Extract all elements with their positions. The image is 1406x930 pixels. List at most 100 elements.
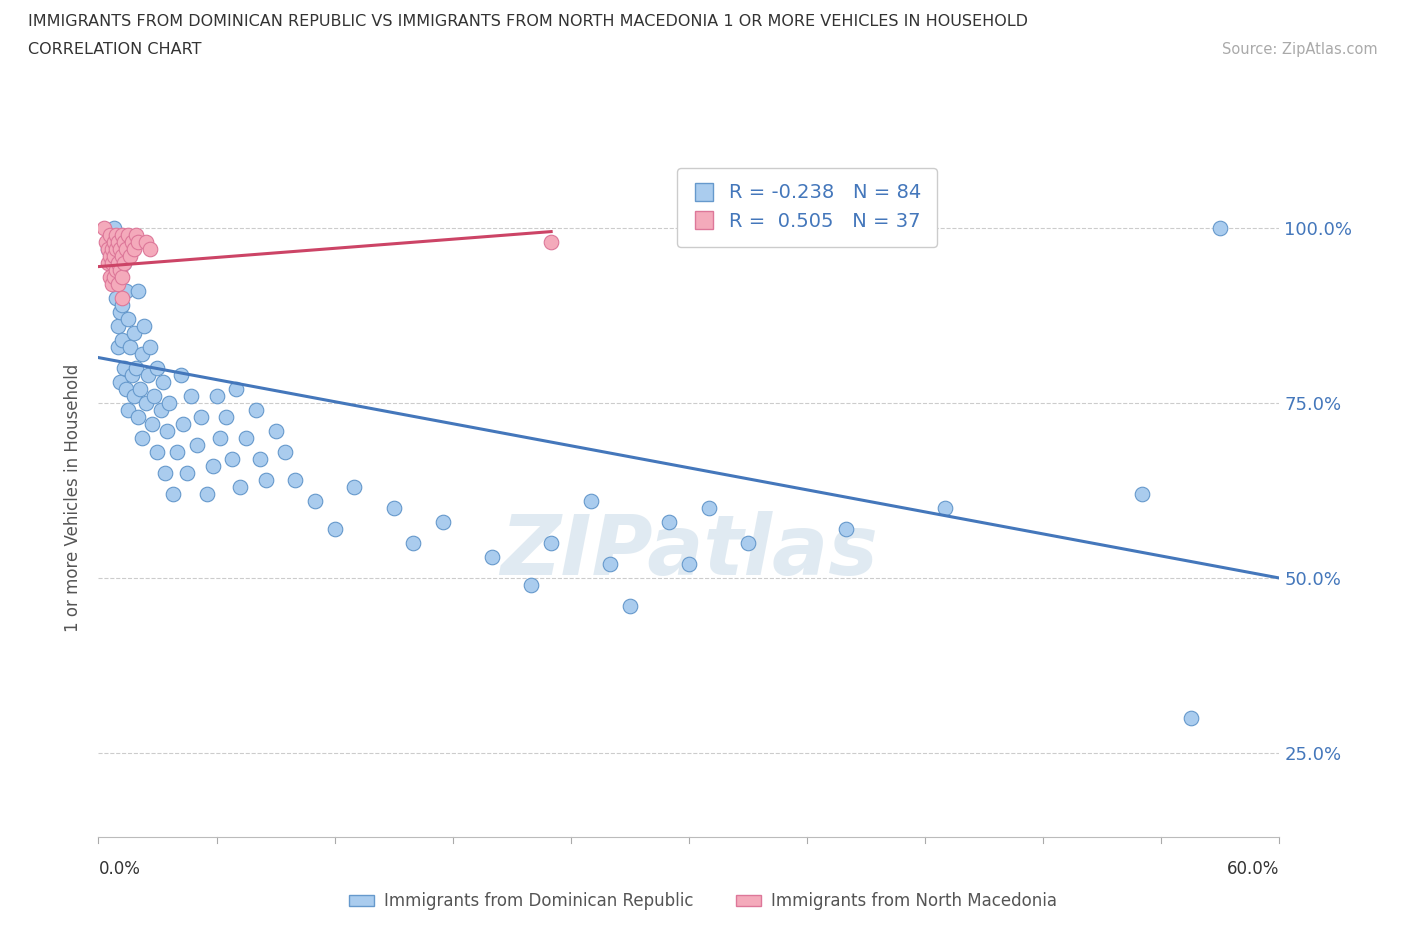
Point (122, 389, 145, 404)
Point (264, 424, 287, 439)
Point (115, 284, 138, 299)
Text: 0.0%: 0.0% (98, 860, 141, 878)
Legend: R = -0.238   N = 84, R =  0.505   N = 37: R = -0.238 N = 84, R = 0.505 N = 37 (676, 167, 938, 246)
Point (678, 556, 700, 571)
Point (105, 228, 128, 243)
Point (112, 234, 135, 249)
Point (107, 234, 129, 249)
Point (97, 242, 120, 257)
Point (284, 472, 307, 487)
Point (107, 339, 129, 354)
Point (150, 403, 173, 418)
Point (103, 220, 125, 235)
Point (190, 409, 212, 424)
Point (117, 228, 139, 243)
Point (162, 486, 184, 501)
Point (142, 389, 165, 404)
Point (101, 276, 124, 291)
Point (115, 381, 138, 396)
Point (540, 536, 562, 551)
Point (432, 514, 454, 529)
Text: CORRELATION CHART: CORRELATION CHART (28, 42, 201, 57)
Point (103, 248, 125, 263)
Point (737, 536, 759, 551)
Point (155, 466, 177, 481)
Point (186, 438, 208, 453)
Point (658, 514, 681, 529)
Text: IMMIGRANTS FROM DOMINICAN REPUBLIC VS IMMIGRANTS FROM NORTH MACEDONIA 1 OR MORE : IMMIGRANTS FROM DOMINICAN REPUBLIC VS IM… (28, 14, 1028, 29)
Point (125, 228, 148, 243)
Point (170, 367, 193, 382)
Point (112, 256, 135, 271)
Point (108, 262, 131, 277)
Point (98, 270, 121, 285)
Point (108, 270, 131, 285)
Text: 60.0%: 60.0% (1227, 860, 1279, 878)
Point (93, 220, 115, 235)
Point (135, 395, 157, 410)
Point (382, 500, 405, 515)
Point (108, 305, 131, 320)
Point (122, 242, 145, 257)
Point (1180, 711, 1202, 725)
Point (118, 248, 141, 263)
Point (697, 500, 720, 515)
Point (215, 409, 238, 424)
Point (304, 494, 326, 509)
Point (201, 458, 224, 473)
Point (118, 339, 141, 354)
Point (127, 409, 149, 424)
Point (111, 333, 134, 348)
Point (136, 367, 159, 382)
Point (97, 242, 120, 257)
Point (229, 480, 252, 495)
Point (132, 319, 155, 334)
Point (146, 361, 169, 376)
Point (98, 228, 121, 243)
Point (481, 550, 503, 565)
Point (1130, 486, 1153, 501)
Point (105, 262, 128, 277)
Point (323, 522, 346, 537)
Point (835, 522, 858, 537)
Point (112, 256, 135, 271)
Point (127, 284, 149, 299)
Point (107, 248, 129, 263)
Point (343, 480, 366, 495)
Point (108, 242, 131, 257)
Point (115, 242, 138, 257)
Point (111, 270, 134, 285)
Point (105, 291, 128, 306)
Text: Source: ZipAtlas.com: Source: ZipAtlas.com (1222, 42, 1378, 57)
Point (138, 339, 160, 354)
Point (135, 234, 157, 249)
Point (117, 312, 139, 326)
Point (176, 466, 198, 481)
Point (131, 347, 153, 362)
Point (172, 417, 194, 432)
Point (274, 445, 297, 459)
Point (131, 431, 153, 445)
Point (249, 452, 271, 467)
Point (180, 389, 202, 404)
Point (103, 234, 125, 249)
Point (111, 228, 134, 243)
Point (235, 431, 257, 445)
Point (96, 234, 118, 249)
Point (117, 403, 139, 418)
Point (101, 270, 124, 285)
Point (112, 361, 135, 376)
Point (1209, 220, 1232, 235)
Point (209, 431, 232, 445)
Point (221, 452, 243, 467)
Point (107, 319, 129, 334)
Point (157, 395, 180, 410)
Point (141, 417, 163, 432)
Point (128, 381, 150, 396)
Point (156, 424, 179, 439)
Point (111, 298, 134, 312)
Point (111, 248, 134, 263)
Y-axis label: 1 or more Vehicles in Household: 1 or more Vehicles in Household (65, 364, 83, 631)
Point (121, 367, 143, 382)
Point (254, 472, 277, 487)
